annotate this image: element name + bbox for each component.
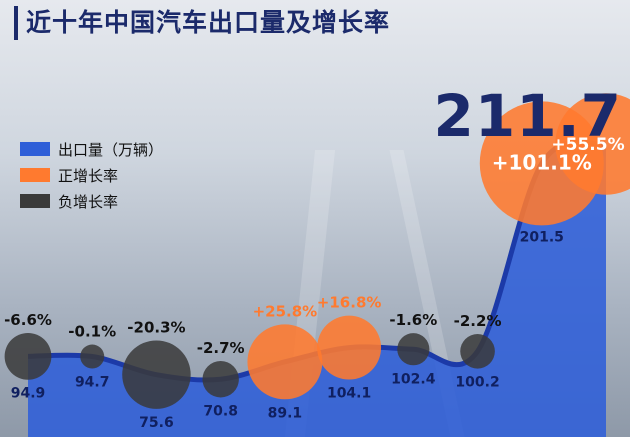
value-label-1: 94.7 bbox=[75, 375, 110, 391]
growth-bubble-0 bbox=[4, 332, 52, 380]
value-label-2: 75.6 bbox=[139, 415, 174, 431]
legend-item-negative: 负增长率 bbox=[20, 188, 163, 214]
value-label-8: 201.5 bbox=[520, 229, 564, 245]
legend-item-export: 出口量（万辆） bbox=[20, 136, 163, 162]
legend-label-positive: 正增长率 bbox=[58, 166, 119, 185]
growth-label-6: -1.6% bbox=[389, 311, 437, 329]
growth-bubble-2 bbox=[122, 340, 191, 409]
growth-label-4: +25.8% bbox=[253, 302, 318, 320]
growth-label-7: -2.2% bbox=[454, 312, 502, 330]
legend-swatch-export bbox=[20, 142, 50, 156]
title-accent-bar bbox=[14, 6, 18, 40]
growth-bubble-6 bbox=[397, 333, 430, 366]
growth-label-5: +16.8% bbox=[317, 294, 382, 312]
value-label-3: 70.8 bbox=[203, 403, 238, 419]
growth-bubble-3 bbox=[202, 361, 239, 398]
growth-label-2: -20.3% bbox=[127, 318, 185, 336]
growth-bubble-9 bbox=[555, 93, 630, 195]
value-label-7: 100.2 bbox=[455, 375, 499, 391]
growth-bubble-5 bbox=[317, 315, 382, 380]
value-label-6: 102.4 bbox=[391, 371, 436, 387]
legend-swatch-positive bbox=[20, 168, 50, 182]
growth-label-1: -0.1% bbox=[68, 323, 116, 341]
growth-bubble-7 bbox=[460, 334, 495, 369]
growth-bubble-1 bbox=[80, 344, 105, 369]
legend-swatch-negative bbox=[20, 194, 50, 208]
growth-label-9: +55.5% bbox=[551, 135, 624, 155]
value-label-0: 94.9 bbox=[11, 386, 46, 402]
highlight-value: 211.7 bbox=[433, 82, 622, 150]
legend: 出口量（万辆） 正增长率 负增长率 bbox=[20, 136, 163, 214]
value-label-5: 104.1 bbox=[327, 386, 371, 402]
chart-title: 近十年中国汽车出口量及增长率 bbox=[26, 8, 391, 37]
legend-label-export: 出口量（万辆） bbox=[58, 140, 164, 159]
growth-bubble-4 bbox=[247, 324, 323, 400]
legend-label-negative: 负增长率 bbox=[58, 192, 119, 211]
legend-item-positive: 正增长率 bbox=[20, 162, 163, 188]
growth-label-3: -2.7% bbox=[197, 339, 245, 357]
growth-label-8: +101.1% bbox=[492, 150, 592, 174]
value-label-4: 89.1 bbox=[268, 405, 303, 421]
growth-label-0: -6.6% bbox=[4, 311, 52, 329]
